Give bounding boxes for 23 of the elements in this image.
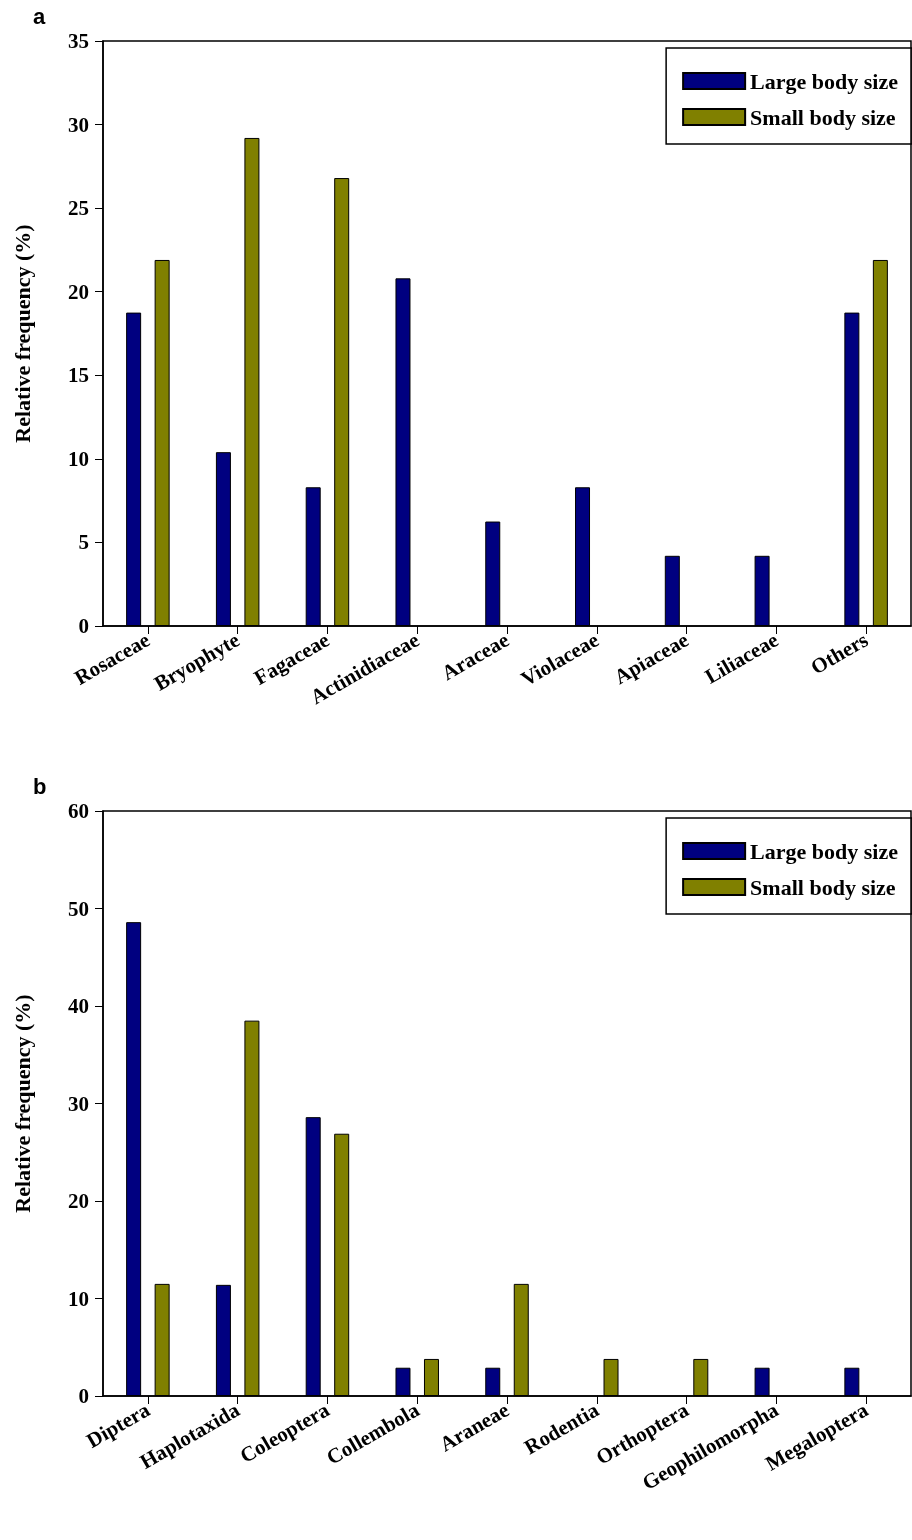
y-tick-label: 25: [68, 196, 89, 221]
chart-title: b: [33, 773, 47, 799]
y-tick-label: 15: [68, 363, 89, 388]
y-tick-label: 20: [68, 279, 89, 304]
y-tick-label: 0: [78, 1384, 89, 1408]
y-tick-label: 20: [68, 1189, 89, 1213]
y-tick-label: 10: [68, 446, 89, 471]
y-tick-label: 30: [68, 112, 89, 137]
y-tick-label: 10: [68, 1286, 89, 1311]
y-axis-title: Relative frequency (%): [9, 224, 35, 443]
chart-title: a: [33, 3, 46, 29]
legend-label: Small body size: [750, 104, 896, 130]
legend-label: Small body size: [750, 874, 896, 900]
y-tick-label: 40: [68, 994, 89, 1018]
legend-label: Large body size: [750, 838, 899, 864]
y-tick-label: 50: [68, 896, 89, 921]
y-tick-label: 5: [78, 530, 89, 555]
y-axis-title: Relative frequency (%): [9, 994, 35, 1213]
y-tick-label: 0: [78, 614, 89, 638]
y-tick-label: 30: [68, 1091, 89, 1116]
y-tick-label: 60: [68, 799, 89, 823]
legend-label: Large body size: [750, 68, 899, 94]
y-tick-label: 35: [68, 29, 89, 53]
